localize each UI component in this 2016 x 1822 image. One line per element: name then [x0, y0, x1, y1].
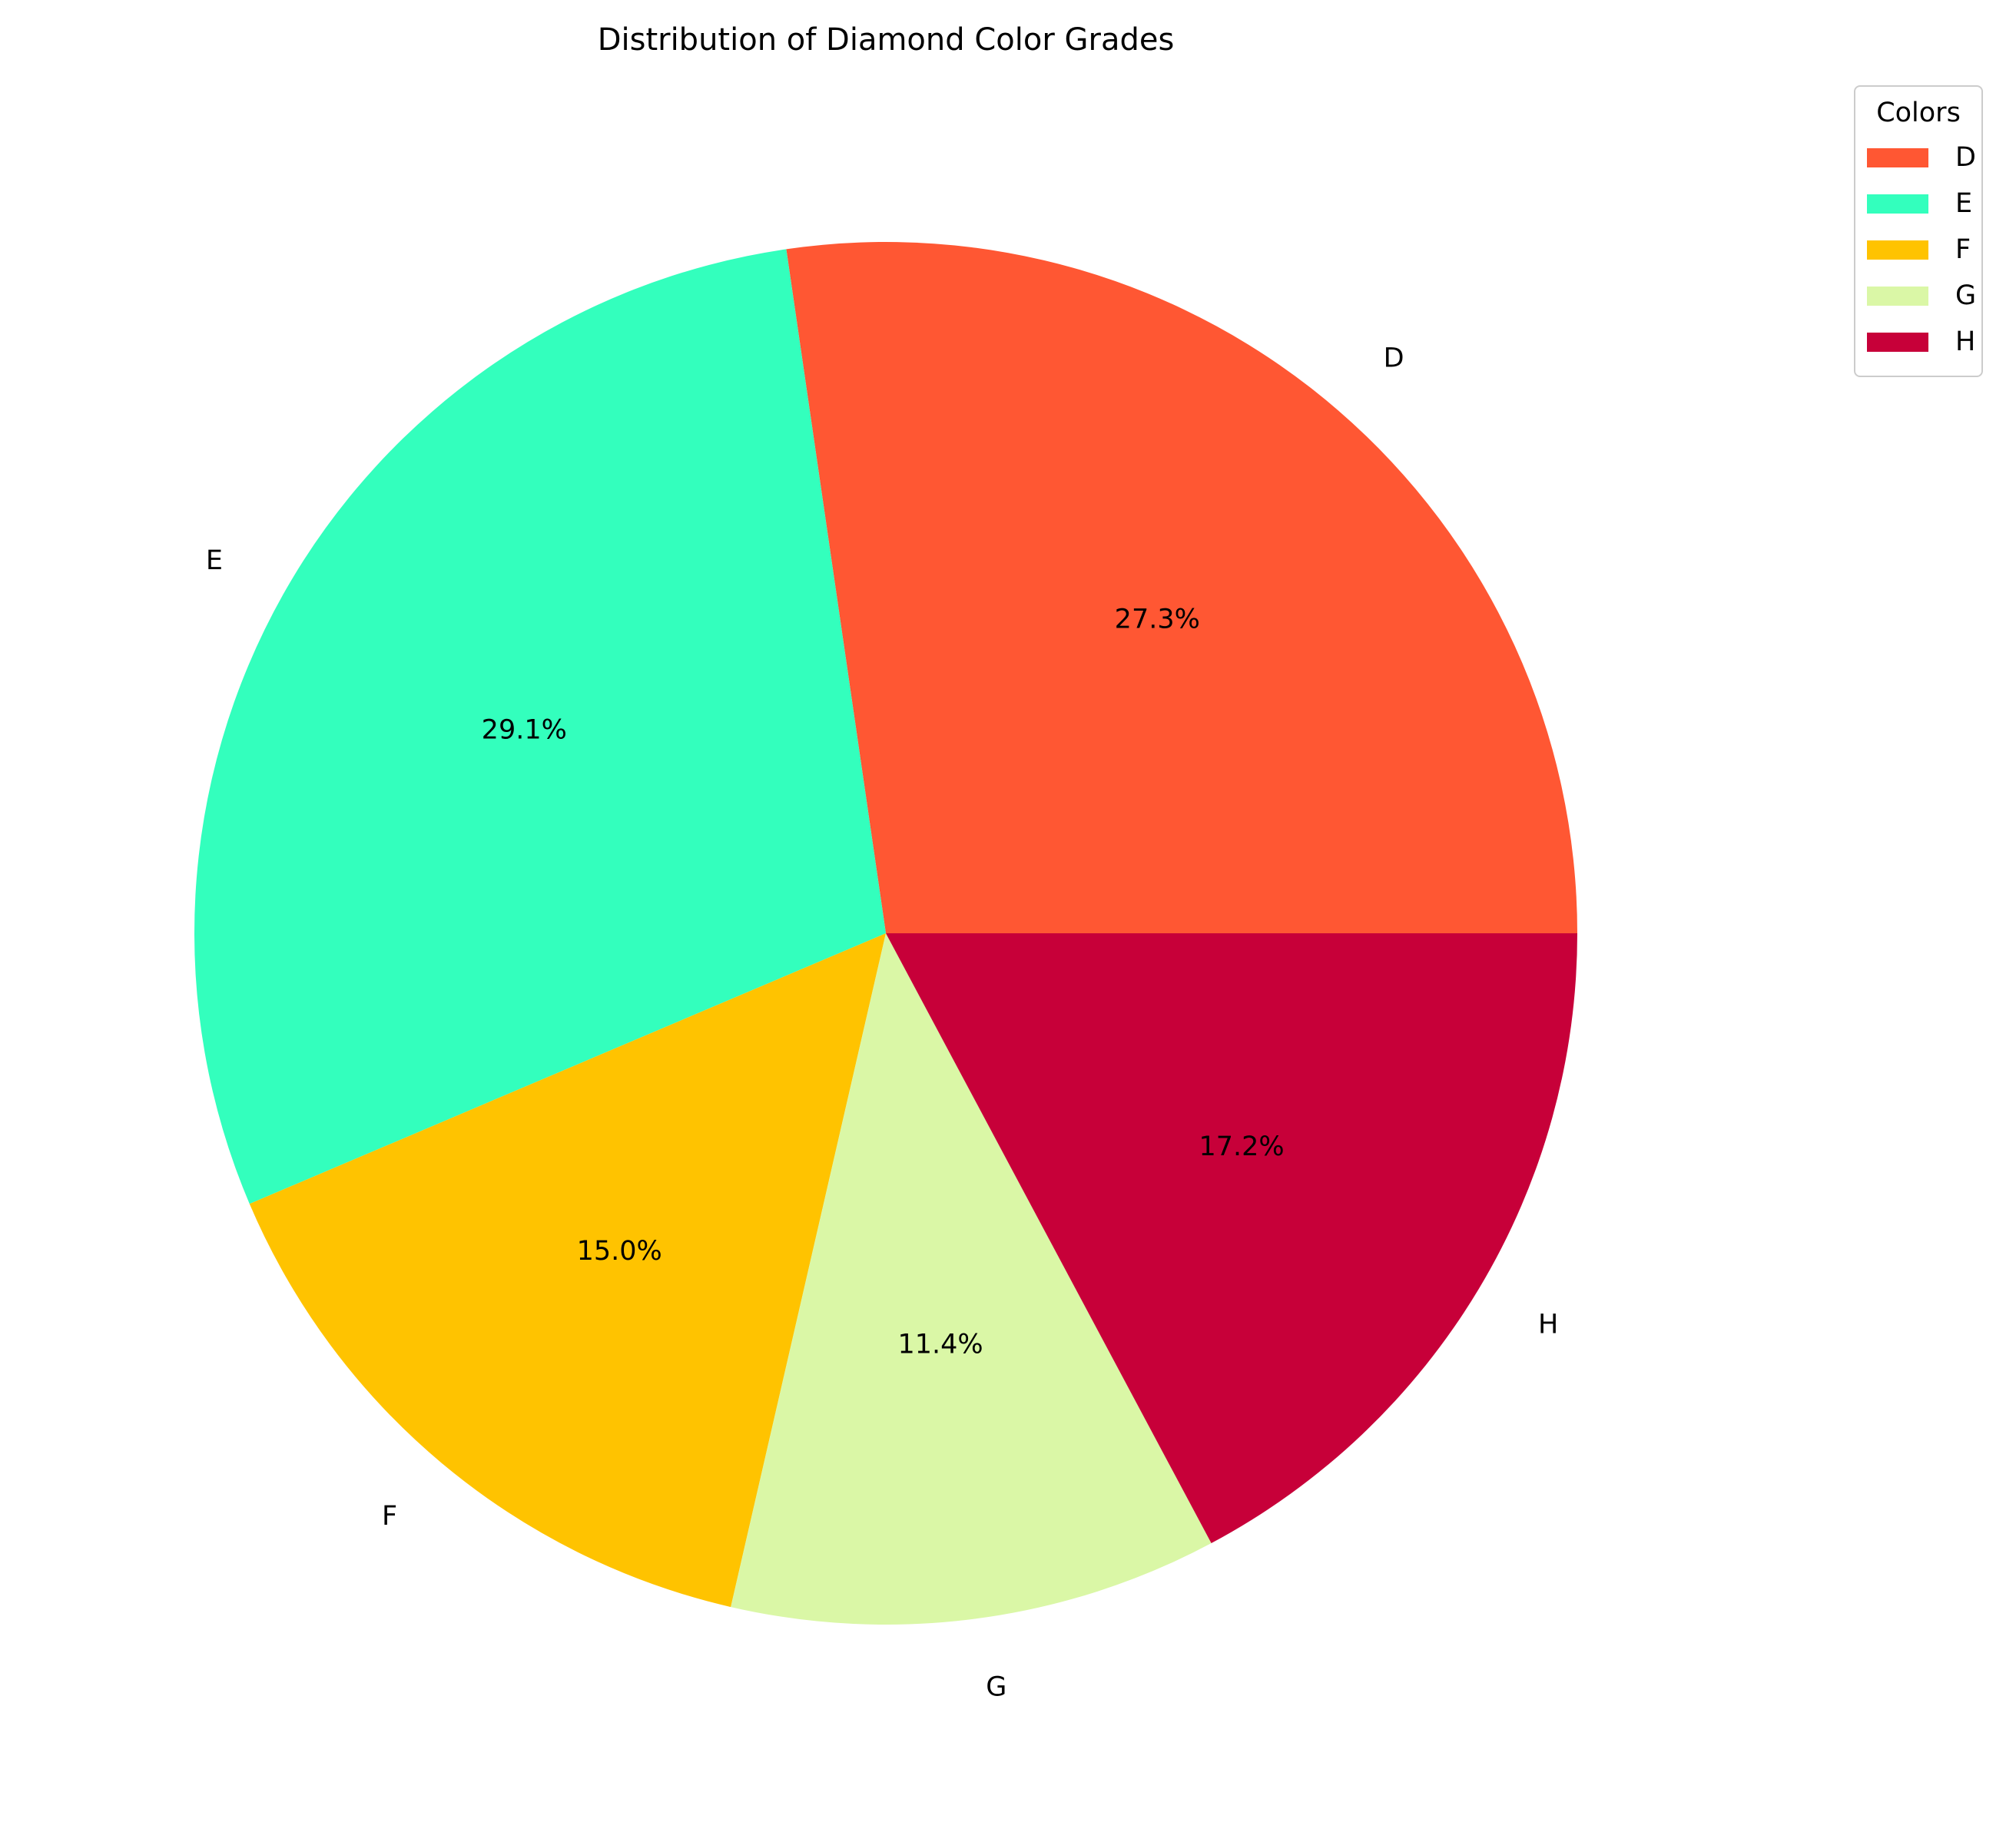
- legend-title: Colors: [1876, 98, 1961, 128]
- pie-slice-d: [786, 242, 1577, 933]
- legend-label-h: H: [1955, 326, 1975, 357]
- slice-label-h: H: [1538, 1309, 1558, 1340]
- slice-label-f: F: [382, 1501, 397, 1532]
- legend-label-g: G: [1955, 280, 1976, 311]
- pie-slice-g: [731, 933, 1212, 1625]
- slice-label-d: D: [1384, 343, 1404, 373]
- legend-label-e: E: [1955, 188, 1972, 219]
- pie-slices: [194, 242, 1577, 1625]
- percent-label-e: 29.1%: [482, 714, 567, 745]
- legend-swatch-f: [1867, 240, 1928, 260]
- chart-title: Distribution of Diamond Color Grades: [598, 22, 1175, 58]
- legend-label-f: F: [1955, 234, 1971, 265]
- legend-swatch-g: [1867, 287, 1928, 306]
- legend-swatch-e: [1867, 194, 1928, 214]
- pie-labels: D 27.3% E 29.1% F 15.0% G 11.4% H 17.2%: [206, 343, 1558, 1702]
- legend-label-d: D: [1955, 142, 1976, 173]
- percent-label-f: 15.0%: [577, 1236, 662, 1267]
- percent-label-d: 27.3%: [1115, 605, 1200, 635]
- pie-slice-f: [249, 933, 886, 1608]
- legend-swatch-h: [1867, 333, 1928, 352]
- slice-label-g: G: [986, 1671, 1006, 1702]
- percent-label-h: 17.2%: [1199, 1131, 1284, 1162]
- percent-label-g: 11.4%: [897, 1329, 983, 1360]
- pie-slice-h: [886, 933, 1577, 1544]
- legend-swatch-d: [1867, 148, 1928, 167]
- slice-label-e: E: [206, 545, 223, 576]
- pie-slice-e: [194, 249, 886, 1204]
